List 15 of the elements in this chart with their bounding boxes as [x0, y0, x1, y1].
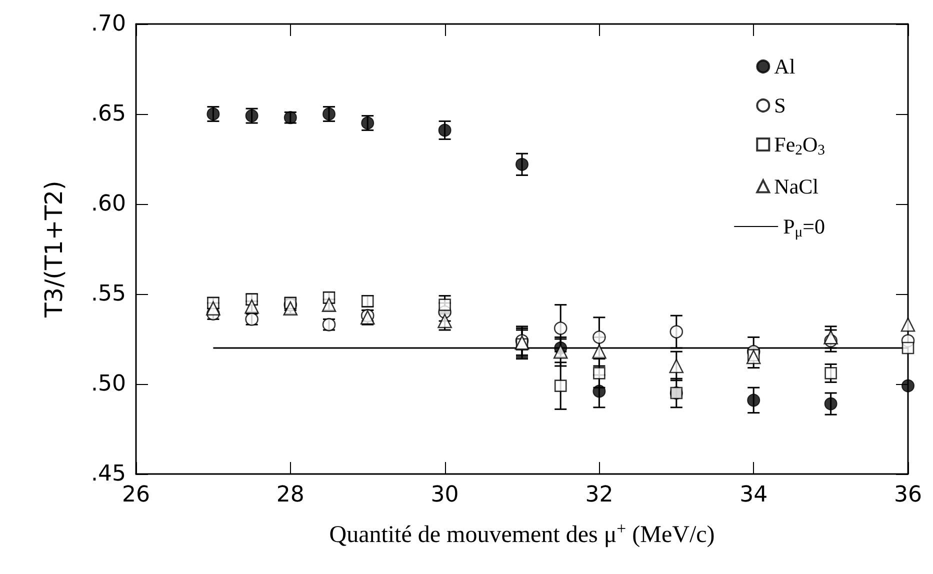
legend-label: S	[774, 94, 786, 118]
y-tick-label: .65	[91, 102, 126, 126]
x-tick-label: 34	[740, 482, 768, 508]
x-tick-label: 30	[430, 482, 459, 508]
legend-label: Al	[774, 54, 796, 78]
y-tick-label: .60	[91, 192, 126, 216]
y-tick-label: .55	[91, 282, 126, 306]
x-tick-label: 32	[585, 482, 614, 508]
legend-label: NaCl	[774, 174, 819, 198]
y-axis-title: T3/(T1+T2)	[40, 180, 68, 318]
x-tick-label: 28	[276, 482, 304, 508]
x-tick-label: 36	[894, 482, 922, 508]
y-tick-label: .50	[91, 372, 126, 396]
x-axis-title: Quantité de mouvement des μ+ (MeV/c)	[329, 519, 715, 548]
y-tick-label: .70	[91, 12, 126, 36]
